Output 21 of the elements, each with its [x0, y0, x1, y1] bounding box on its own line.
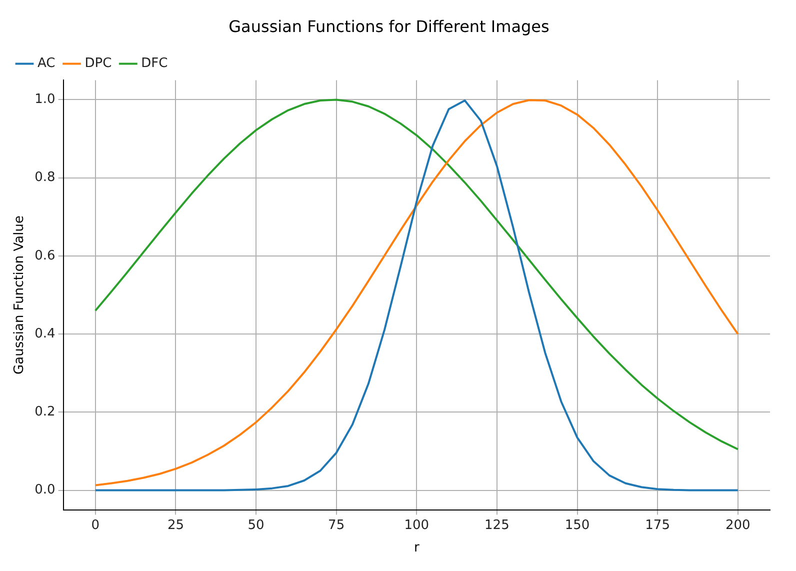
x-axis-title: r [414, 540, 420, 556]
y-tick-label: 0.4 [34, 326, 56, 342]
y-axis-title: Gaussian Function Value [12, 216, 28, 374]
y-tick-label: 0.8 [34, 170, 56, 186]
x-tick-label: 100 [404, 518, 430, 533]
y-tick-label: 0.6 [34, 248, 56, 264]
x-tick-label: 25 [167, 518, 184, 533]
y-tick-label: 1.0 [34, 92, 56, 108]
x-tick-label: 50 [248, 518, 264, 533]
x-tick-label: 0 [91, 518, 100, 533]
legend-label: DPC [84, 56, 112, 72]
x-tick-label: 150 [564, 518, 590, 533]
legend-label: AC [38, 56, 56, 72]
legend-label: DFC [141, 56, 168, 72]
y-tick-label: 0.0 [34, 482, 56, 498]
x-tick-label: 125 [484, 518, 510, 533]
chart-title: Gaussian Functions for Different Images [228, 16, 550, 36]
x-tick-label: 175 [645, 518, 670, 533]
y-tick-label: 0.2 [34, 404, 56, 420]
x-tick-label: 200 [725, 518, 750, 533]
x-tick-label: 75 [328, 518, 345, 533]
